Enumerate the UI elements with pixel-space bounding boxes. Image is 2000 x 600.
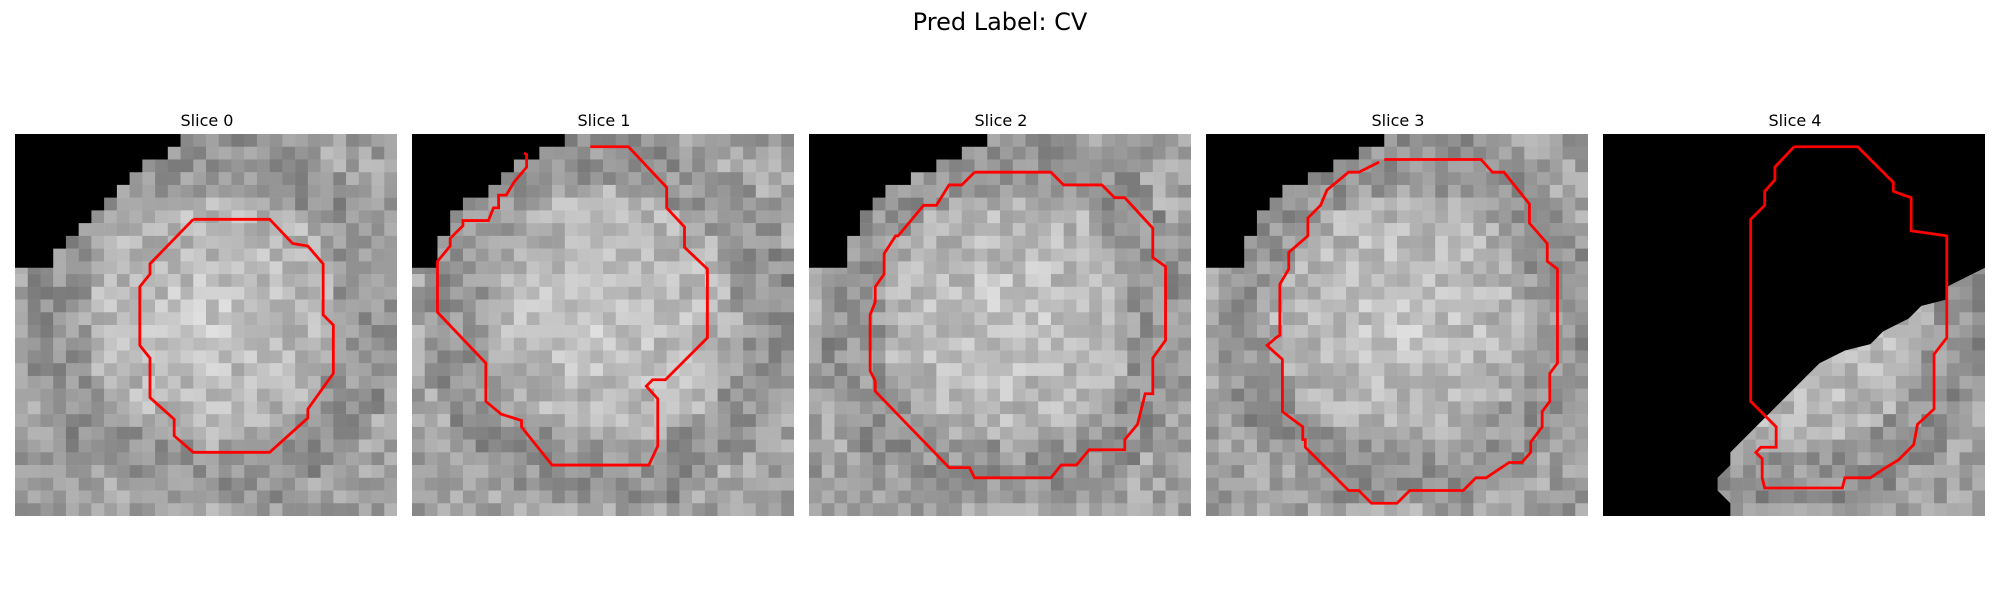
slice-panel-2: Slice 2 [809,108,1193,516]
segmentation-contour-4 [1749,145,1949,490]
slice-title-1: Slice 1 [577,111,631,130]
slice-panel-4: Slice 4 [1603,108,1987,516]
slice-image-4 [1603,134,1985,516]
slice-image-0 [15,134,397,516]
slice-title-2: Slice 2 [974,111,1028,130]
slice-title-3: Slice 3 [1371,111,1425,130]
slice-title-4: Slice 4 [1768,111,1822,130]
segmentation-contour-0 [138,217,335,454]
figure-title: Pred Label: CV [912,8,1088,36]
segmentation-contour-1 [436,145,709,467]
slice-image-2 [809,134,1191,516]
slice-title-0: Slice 0 [180,111,234,130]
segmentation-contour-3 [1265,158,1559,505]
slice-image-3 [1206,134,1588,516]
slice-panel-3: Slice 3 [1206,108,1590,516]
slice-image-1 [412,134,794,516]
slice-panel-0: Slice 0 [15,108,399,516]
segmentation-contour-2 [868,170,1167,480]
slice-panel-1: Slice 1 [412,108,796,516]
